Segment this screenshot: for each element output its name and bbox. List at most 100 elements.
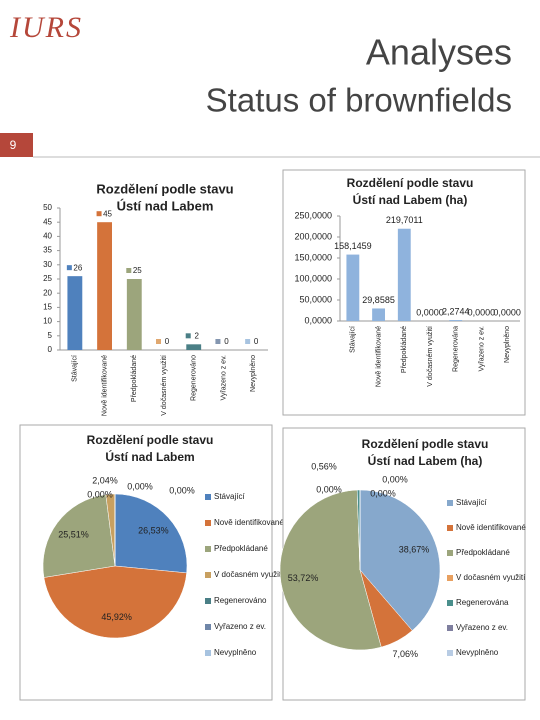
legend-key — [205, 572, 211, 578]
value-label: 0 — [224, 337, 229, 346]
pie-slice — [279, 489, 382, 651]
value-label: 7,06% — [392, 649, 418, 659]
value-label: 0,0000 — [493, 307, 521, 317]
legend-label: V dočasném využití — [456, 573, 526, 582]
y-tick-label: 150,0000 — [294, 252, 332, 262]
y-tick-label: 50 — [43, 203, 52, 212]
slide-subtitle: Status of brownfields — [206, 82, 512, 119]
bar — [67, 276, 83, 350]
x-tick-label: Vyřazeno z ev. — [478, 326, 485, 372]
y-tick-label: 15 — [43, 303, 52, 312]
label-key — [215, 339, 221, 344]
chart-title: Ústí nad Labem (ha) — [368, 453, 483, 468]
x-tick-label: Vyřazeno z ev. — [220, 355, 227, 401]
y-tick-label: 250,0000 — [294, 210, 332, 220]
value-label: 0,0000 — [468, 307, 496, 317]
slide-number-box — [0, 133, 33, 157]
y-tick-label: 50,0000 — [299, 294, 332, 304]
value-label: 0,0000 — [416, 307, 444, 317]
chart-title: Rozdělení podle stavu — [347, 176, 474, 190]
bar — [126, 279, 142, 350]
legend-label: Vyřazeno z ev. — [456, 623, 508, 632]
value-label: 0,00% — [87, 489, 113, 499]
label-key — [156, 339, 161, 344]
x-tick-label: Stávající — [72, 355, 79, 382]
y-tick-label: 0,0000 — [304, 315, 332, 325]
label-key — [66, 265, 72, 271]
value-label: 45 — [103, 209, 112, 218]
legend-label: Stávající — [214, 492, 245, 501]
value-label: 0 — [254, 337, 259, 346]
x-tick-label: Nově identifikované — [375, 326, 382, 387]
chart-title: Rozdělení podle stavu — [362, 437, 489, 451]
y-tick-label: 25 — [43, 274, 52, 283]
y-tick-label: 30 — [43, 260, 52, 269]
x-tick-label: Předpokládané — [401, 326, 408, 373]
x-tick-label: Regenerováno — [191, 355, 198, 401]
legend-key — [447, 600, 453, 606]
chart-title: Ústí nad Labem — [105, 449, 194, 464]
bar — [97, 222, 112, 350]
value-label: 0,00% — [316, 484, 342, 494]
x-tick-label: Nevyplněno — [504, 326, 511, 363]
value-label: 0,00% — [169, 485, 195, 495]
legend-key — [205, 598, 211, 604]
x-tick-label: Nevyplněno — [250, 355, 257, 392]
logo: IURS — [9, 11, 83, 44]
bar — [186, 344, 202, 350]
x-tick-label: Stávající — [350, 326, 357, 353]
y-tick-label: 45 — [43, 217, 52, 226]
y-tick-label: 20 — [43, 288, 52, 297]
x-tick-label: V dočasném využití — [161, 355, 168, 416]
value-label: 2,2744 — [442, 306, 470, 316]
label-key — [126, 268, 132, 273]
legend-key — [447, 525, 453, 531]
value-label: 25 — [133, 266, 142, 275]
value-label: 0 — [165, 337, 170, 346]
x-tick-label: Regenerována — [453, 326, 460, 372]
pie-slice — [359, 489, 441, 631]
chart-title: Ústí nad Labem — [117, 198, 214, 213]
y-tick-label: 200,0000 — [294, 231, 332, 241]
chart-frame — [282, 169, 526, 416]
legend-label: Nevyplněno — [214, 648, 257, 657]
label-key — [185, 333, 191, 339]
value-label: 0,00% — [382, 474, 408, 484]
x-tick-label: V dočasném využití — [427, 326, 434, 387]
legend-key — [205, 650, 211, 656]
legend-label: Předpokládané — [456, 548, 510, 557]
legend-label: Předpokládané — [214, 544, 268, 553]
legend-key — [205, 546, 211, 552]
y-tick-label: 100,0000 — [294, 273, 332, 283]
legend-label: Nově identifikované — [456, 523, 526, 532]
slide-number: 9 — [10, 138, 17, 152]
value-label: 2,04% — [92, 475, 118, 485]
value-label: 0,56% — [311, 461, 337, 471]
legend-label: Nevyplněno — [456, 648, 499, 657]
pie-slice — [43, 565, 187, 639]
value-label: 45,92% — [101, 612, 132, 622]
value-label: 219,7011 — [386, 215, 423, 225]
legend-key — [205, 624, 211, 630]
chart-title: Rozdělení podle stavu — [87, 433, 214, 447]
slide-title: Analyses — [366, 32, 512, 73]
value-label: 29,8585 — [362, 295, 395, 305]
label-key — [245, 339, 251, 344]
y-tick-label: 5 — [48, 331, 53, 340]
bar — [449, 320, 463, 321]
legend-key — [205, 494, 211, 500]
value-label: 0,00% — [127, 481, 153, 491]
chart-title: Ústí nad Labem (ha) — [353, 192, 468, 207]
x-tick-label: Nově identifikované — [101, 355, 108, 416]
value-label: 25,51% — [58, 529, 89, 539]
y-tick-label: 10 — [43, 317, 52, 326]
y-tick-label: 0 — [48, 345, 53, 354]
chart-frame — [19, 424, 273, 701]
chart-title: Rozdělení podle stavu — [96, 181, 233, 196]
value-label: 26 — [73, 263, 82, 272]
x-tick-label: Předpokládané — [131, 355, 138, 402]
legend-key — [447, 500, 453, 506]
bar — [372, 308, 385, 321]
value-label: 53,72% — [288, 573, 319, 583]
